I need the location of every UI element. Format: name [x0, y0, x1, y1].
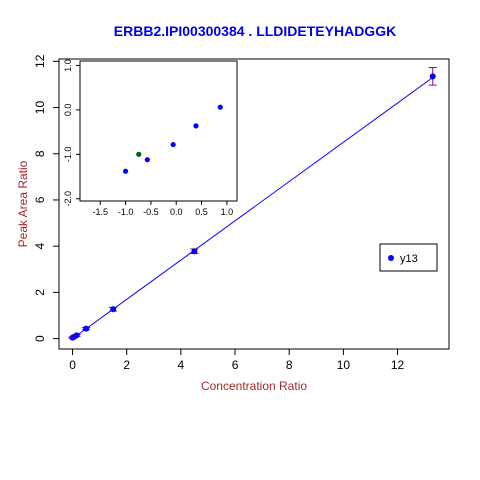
chart-title: ERBB2.IPI00300384 . LLDIDETEYHADGGK [114, 23, 396, 39]
data-point [83, 325, 90, 332]
y-tick-label: 4 [33, 243, 47, 250]
y-axis-label: Peak Area Ratio [16, 160, 30, 247]
x-tick-label: 4 [178, 358, 185, 372]
inset-x-tick-label: -0.5 [143, 207, 159, 217]
y-tick-label: 8 [33, 150, 47, 157]
legend-marker [388, 255, 394, 261]
data-point [429, 73, 436, 80]
inset-data-point [122, 168, 129, 174]
x-tick-label: 12 [391, 358, 405, 372]
x-tick-label: 8 [286, 358, 293, 372]
y-tick-label: 12 [33, 54, 47, 68]
inset-y-tick-label: 0.0 [63, 104, 73, 117]
inset-y-tick-label: -1.0 [63, 147, 73, 163]
data-point [191, 248, 198, 255]
main-points [68, 67, 437, 341]
inset-data-point [170, 141, 176, 148]
data-point [110, 306, 117, 313]
inset-x-tick-label: 0.0 [170, 207, 183, 217]
y-tick-label: 0 [33, 335, 47, 342]
x-tick-label: 2 [123, 358, 130, 372]
inset-x-tick-label: 0.5 [195, 207, 208, 217]
y-tick-label: 6 [33, 196, 47, 203]
fit-line-group [72, 77, 434, 340]
inset-data-point [193, 123, 199, 129]
y-tick-label: 10 [33, 101, 47, 115]
x-tick-label: 6 [232, 358, 239, 372]
inset-x-tick-label: 1.0 [221, 207, 234, 217]
y-tick-label: 2 [33, 289, 47, 296]
x-tick-label: 0 [69, 358, 76, 372]
inset-x-tick-label: -1.0 [118, 207, 134, 217]
inset-data-point [217, 104, 223, 110]
fit-line [72, 77, 434, 340]
inset-data-point [136, 151, 142, 157]
inset-y-tick-label: -2.0 [63, 191, 73, 207]
inset-data-point [144, 157, 150, 163]
legend-entry-y13: y13 [400, 253, 418, 265]
inset-y-tick-label: 1.0 [63, 59, 73, 72]
inset-x-tick-label: -1.5 [93, 207, 109, 217]
data-point [73, 332, 80, 339]
inset-frame [79, 60, 238, 202]
x-axis-label: Concentration Ratio [201, 379, 307, 393]
x-tick-label: 10 [337, 358, 351, 372]
inset-axes: -1.5 -1.0 -0.5 0.0 0.5 1.0 -2.0 -1.0 0.0 1.0 [63, 59, 233, 217]
main-axes: 0 2 4 6 8 10 12 0 2 4 6 8 10 12 [33, 54, 405, 372]
inset-points [122, 104, 223, 174]
